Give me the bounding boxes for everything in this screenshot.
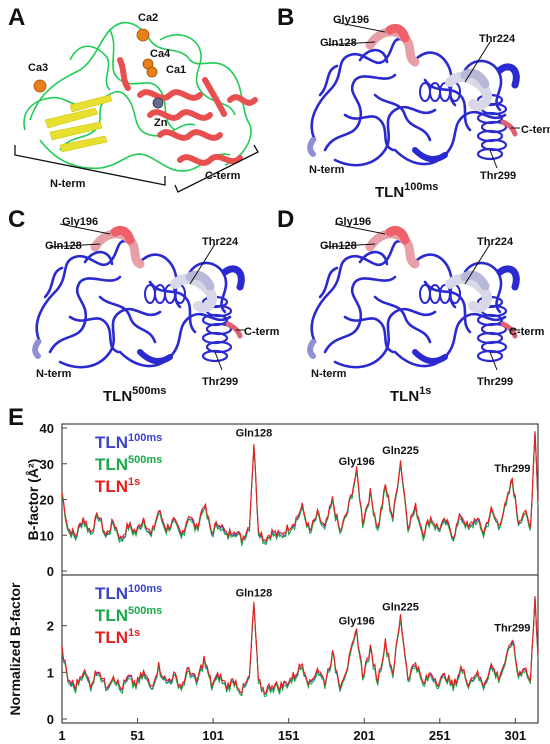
panel-c: C Gly196 Gln128 Thr224 C-term N-term Thr… bbox=[0, 202, 279, 406]
annotation-label: Thr299 bbox=[494, 622, 530, 634]
residue-label-c-term: C-term bbox=[244, 326, 280, 338]
legend-entry: TLN1s bbox=[95, 476, 140, 496]
residue-label-n-term: N-term bbox=[36, 368, 72, 380]
residue-label-gln128: Gln128 bbox=[45, 240, 82, 252]
bracket-n-term bbox=[14, 145, 166, 186]
x-tick-label: 201 bbox=[353, 728, 375, 743]
ion-label-ca3: Ca3 bbox=[28, 62, 49, 74]
legend-entry: TLN100ms bbox=[95, 583, 162, 603]
y-tick-label: 30 bbox=[40, 457, 54, 472]
y-tick-label: 40 bbox=[40, 421, 54, 436]
residue-label-thr224: Thr224 bbox=[479, 33, 516, 45]
y-tick-label: 20 bbox=[40, 493, 54, 508]
panel-a: A bbox=[0, 0, 270, 200]
y-tick-label: 0 bbox=[47, 564, 54, 579]
series-line-tln-500ms bbox=[61, 434, 539, 547]
series-line-tln-1s bbox=[61, 431, 539, 543]
residue-label-gly196: Gly196 bbox=[335, 216, 372, 228]
residue-label-gly196: Gly196 bbox=[62, 216, 99, 228]
panel-title-b: TLN100ms bbox=[375, 181, 439, 201]
x-tick-label: 101 bbox=[202, 728, 224, 743]
panel-label-b: B bbox=[277, 4, 295, 31]
legend-entry: TLN500ms bbox=[95, 454, 162, 474]
ion-ca3 bbox=[33, 79, 47, 93]
annotation-label: Gln225 bbox=[382, 601, 419, 613]
residue-label-thr224: Thr224 bbox=[477, 236, 514, 248]
residue-label-thr299: Thr299 bbox=[202, 376, 239, 388]
residue-label-gln128: Gln128 bbox=[320, 240, 357, 252]
y-tick-label: 10 bbox=[40, 528, 54, 543]
panel-label-c: C bbox=[8, 206, 26, 233]
bracket-c-term bbox=[174, 144, 259, 193]
legend-entry: TLN500ms bbox=[95, 605, 162, 625]
residue-label-c-term: C-term bbox=[509, 326, 545, 338]
ion-ca2 bbox=[136, 28, 150, 42]
annotation-label: Thr299 bbox=[494, 463, 530, 475]
series-line-tln-1s bbox=[61, 596, 539, 695]
legend-entry: TLN1s bbox=[95, 627, 140, 647]
series-line-tln-500ms bbox=[61, 598, 539, 697]
y-tick-label: 0 bbox=[47, 712, 54, 727]
annotation-label: Gln128 bbox=[236, 427, 273, 439]
panel-label-d: D bbox=[277, 206, 295, 233]
domain-label-c-term: C-term bbox=[205, 170, 241, 182]
y-axis-label: Normalized B-factor bbox=[7, 582, 23, 716]
y-tick-label: 1 bbox=[47, 665, 54, 680]
ion-label-ca2: Ca2 bbox=[138, 12, 159, 24]
residue-label-thr299: Thr299 bbox=[477, 376, 514, 388]
x-tick-label: 151 bbox=[278, 728, 300, 743]
y-tick-label: 2 bbox=[47, 619, 54, 634]
residue-label-n-term: N-term bbox=[309, 164, 345, 176]
structure-d bbox=[307, 223, 520, 371]
annotation-label: Gln128 bbox=[236, 587, 273, 599]
panel-b: B Gly196 Gln128 Thr224 C-term N-term Thr… bbox=[275, 0, 550, 202]
plot-frame bbox=[61, 423, 539, 724]
x-tick-label: 251 bbox=[429, 728, 451, 743]
structure-c bbox=[32, 223, 245, 371]
residue-label-c-term: C-term bbox=[521, 124, 550, 136]
ion-label-zn: Zn bbox=[154, 117, 168, 129]
residue-label-gly196: Gly196 bbox=[333, 14, 370, 26]
residue-label-n-term: N-term bbox=[311, 368, 347, 380]
panel-title-c: TLN500ms bbox=[103, 385, 167, 405]
panel-label-a: A bbox=[8, 4, 26, 31]
ion-label-ca4: Ca4 bbox=[150, 48, 171, 60]
domain-label-n-term: N-term bbox=[50, 178, 86, 190]
residue-label-gln128: Gln128 bbox=[320, 37, 357, 49]
ion-zn bbox=[152, 97, 164, 109]
residue-label-thr224: Thr224 bbox=[202, 236, 239, 248]
annotation-label: Gln225 bbox=[382, 445, 419, 457]
x-tick-label: 301 bbox=[504, 728, 526, 743]
annotation-label: Gly196 bbox=[339, 456, 375, 468]
panel-title-d: TLN1s bbox=[390, 385, 432, 405]
panel-d: D Gly196 Gln128 Thr224 C-term N-term Thr… bbox=[275, 202, 550, 406]
annotation-label: Gly196 bbox=[339, 615, 375, 627]
ion-label-ca1: Ca1 bbox=[166, 64, 187, 76]
ion-ca1 bbox=[146, 66, 158, 78]
panel-label-e: E bbox=[8, 404, 25, 431]
residue-label-thr299: Thr299 bbox=[480, 170, 517, 182]
legend-entry: TLN100ms bbox=[95, 432, 162, 452]
structure-a bbox=[14, 21, 259, 193]
x-tick-label: 1 bbox=[58, 728, 65, 743]
x-tick-label: 51 bbox=[130, 728, 144, 743]
y-axis-label: B-factor (Å²) bbox=[25, 459, 41, 541]
series-line-tln-100ms bbox=[61, 596, 539, 696]
structure-b bbox=[307, 21, 520, 169]
